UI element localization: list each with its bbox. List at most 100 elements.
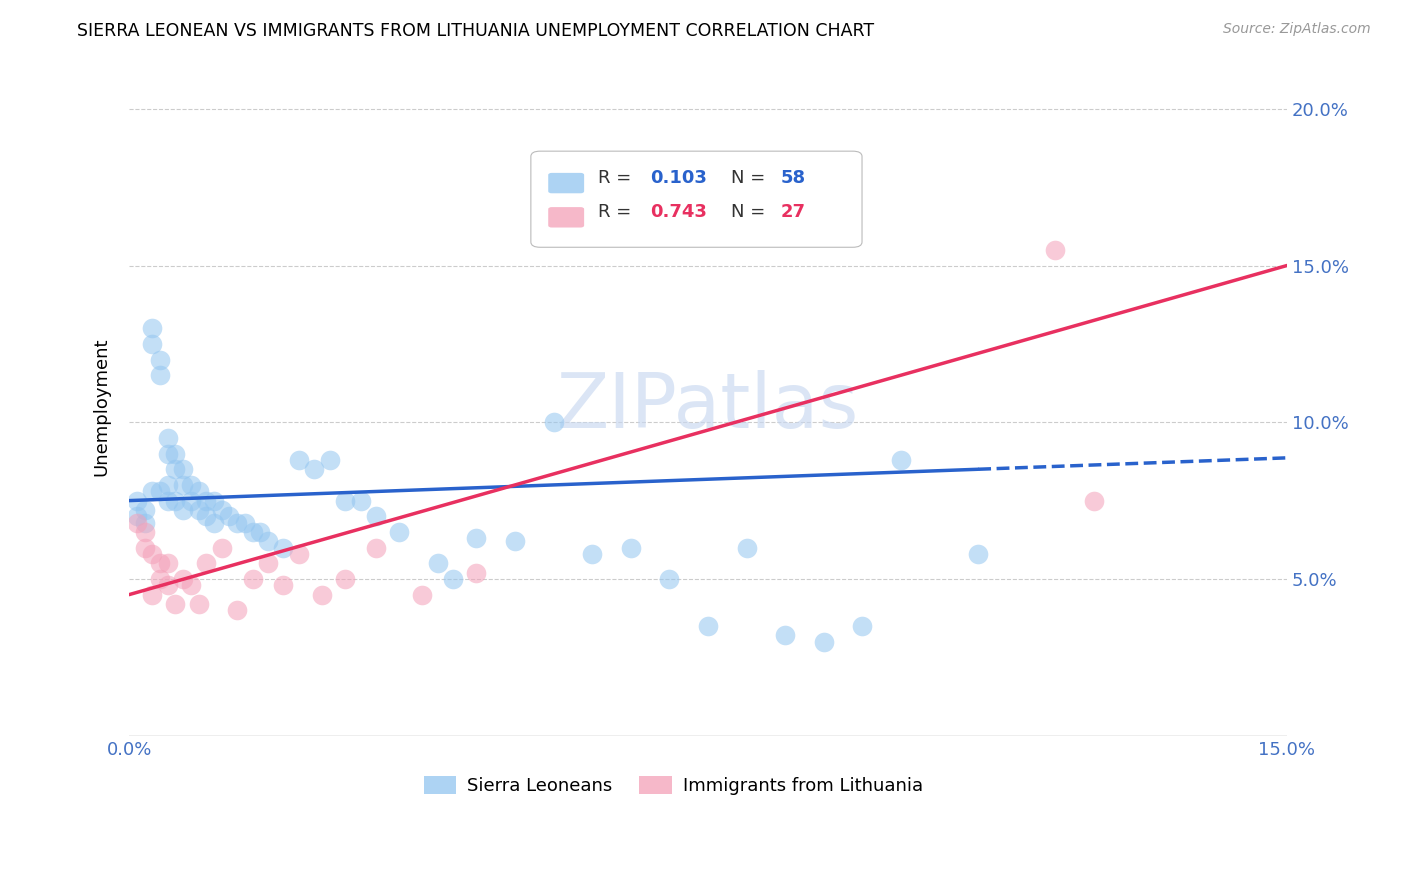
Text: 0.103: 0.103 — [650, 169, 707, 187]
FancyBboxPatch shape — [531, 151, 862, 247]
Point — [195, 509, 218, 524]
Point — [350, 493, 373, 508]
Point — [226, 516, 249, 530]
Point — [180, 493, 202, 508]
Point — [465, 566, 488, 580]
Point — [172, 572, 194, 586]
Point — [156, 431, 179, 445]
Point — [364, 541, 387, 555]
Point — [187, 484, 209, 499]
Point — [156, 478, 179, 492]
Point — [218, 509, 240, 524]
Point — [141, 484, 163, 499]
Legend: Sierra Leoneans, Immigrants from Lithuania: Sierra Leoneans, Immigrants from Lithuan… — [416, 769, 929, 802]
Point — [273, 578, 295, 592]
Point — [156, 578, 179, 592]
Point — [195, 556, 218, 570]
Text: N =: N = — [731, 203, 770, 221]
Point — [620, 541, 643, 555]
Point — [319, 453, 342, 467]
Point — [257, 534, 280, 549]
Point — [149, 572, 172, 586]
Point — [141, 337, 163, 351]
Point — [288, 453, 311, 467]
Text: R =: R = — [598, 169, 637, 187]
FancyBboxPatch shape — [548, 173, 583, 194]
Point — [165, 597, 187, 611]
Point — [890, 453, 912, 467]
Point — [187, 503, 209, 517]
Point — [364, 509, 387, 524]
Point — [156, 493, 179, 508]
Text: ZIPatlas: ZIPatlas — [557, 369, 859, 443]
Point — [311, 588, 333, 602]
Point — [658, 572, 681, 586]
Point — [249, 524, 271, 539]
Point — [211, 503, 233, 517]
Point — [242, 572, 264, 586]
Point — [273, 541, 295, 555]
Y-axis label: Unemployment: Unemployment — [93, 337, 110, 475]
Point — [543, 415, 565, 429]
Point — [851, 619, 873, 633]
Text: Source: ZipAtlas.com: Source: ZipAtlas.com — [1223, 22, 1371, 37]
Point — [697, 619, 720, 633]
Point — [304, 462, 326, 476]
Point — [257, 556, 280, 570]
Point — [141, 321, 163, 335]
Point — [503, 534, 526, 549]
Point — [426, 556, 449, 570]
Text: N =: N = — [731, 169, 770, 187]
Point — [125, 493, 148, 508]
Point — [187, 597, 209, 611]
Point — [125, 516, 148, 530]
Point — [202, 516, 225, 530]
Point — [134, 541, 156, 555]
Point — [134, 503, 156, 517]
Point — [465, 531, 488, 545]
Text: 58: 58 — [780, 169, 806, 187]
Point — [156, 556, 179, 570]
Point — [172, 462, 194, 476]
Point — [581, 547, 603, 561]
Point — [735, 541, 758, 555]
Text: 27: 27 — [780, 203, 806, 221]
Point — [172, 503, 194, 517]
Point — [165, 493, 187, 508]
Point — [211, 541, 233, 555]
FancyBboxPatch shape — [548, 207, 583, 227]
Point — [156, 446, 179, 460]
Point — [441, 572, 464, 586]
Point — [149, 556, 172, 570]
Point — [773, 628, 796, 642]
Point — [226, 603, 249, 617]
Point — [233, 516, 256, 530]
Point — [149, 352, 172, 367]
Point — [134, 516, 156, 530]
Point — [813, 634, 835, 648]
Point — [141, 547, 163, 561]
Point — [180, 478, 202, 492]
Text: R =: R = — [598, 203, 637, 221]
Point — [1045, 243, 1067, 257]
Point — [335, 493, 357, 508]
Text: 0.743: 0.743 — [650, 203, 707, 221]
Point — [134, 524, 156, 539]
Point — [141, 588, 163, 602]
Point — [149, 368, 172, 383]
Text: SIERRA LEONEAN VS IMMIGRANTS FROM LITHUANIA UNEMPLOYMENT CORRELATION CHART: SIERRA LEONEAN VS IMMIGRANTS FROM LITHUA… — [77, 22, 875, 40]
Point — [172, 478, 194, 492]
Point — [242, 524, 264, 539]
Point — [411, 588, 433, 602]
Point — [125, 509, 148, 524]
Point — [202, 493, 225, 508]
Point — [165, 462, 187, 476]
Point — [149, 484, 172, 499]
Point — [388, 524, 411, 539]
Point — [165, 446, 187, 460]
Point — [288, 547, 311, 561]
Point — [335, 572, 357, 586]
Point — [967, 547, 990, 561]
Point — [1083, 493, 1105, 508]
Point — [195, 493, 218, 508]
